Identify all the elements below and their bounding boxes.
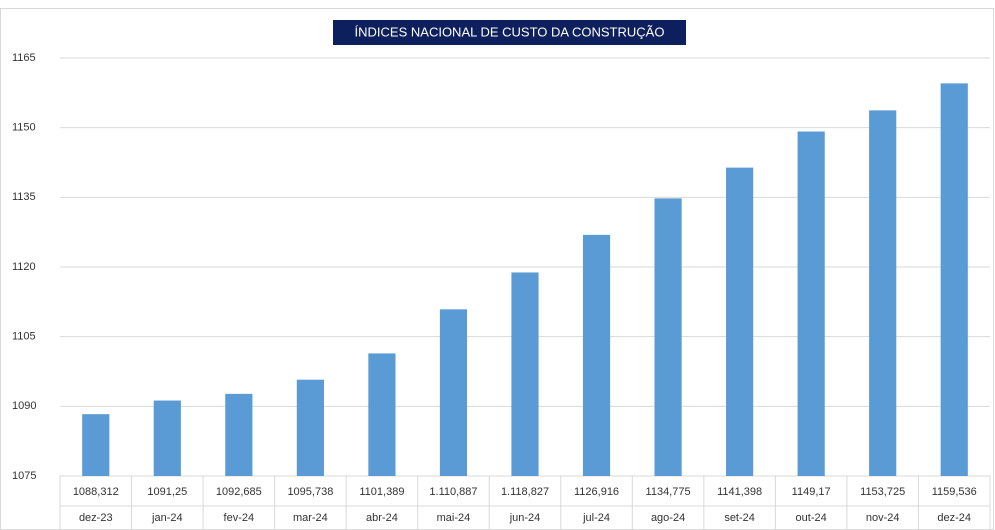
chart-title: ÍNDICES NACIONAL DE CUSTO DA CONSTRUÇÃO (355, 24, 665, 39)
x-tick-label: nov-24 (866, 512, 900, 524)
value-label: 1159,536 (932, 486, 977, 498)
x-tick-label: set-24 (724, 512, 755, 524)
value-label: 1149,17 (792, 486, 831, 498)
value-label: 1088,312 (73, 486, 119, 498)
value-label: 1153,725 (860, 486, 905, 498)
x-tick-label: abr-24 (366, 512, 398, 524)
bar (153, 400, 181, 476)
bar (869, 110, 897, 476)
bar (582, 234, 611, 476)
y-tick-label: 1075 (12, 470, 36, 482)
x-tick-label: out-24 (796, 512, 827, 524)
y-tick-label: 1165 (12, 52, 36, 64)
y-tick-label: 1105 (12, 331, 36, 343)
value-label: 1095,738 (287, 486, 333, 498)
bar (940, 83, 968, 476)
bar (654, 198, 682, 476)
title-box (333, 20, 686, 45)
x-tick-label: fev-24 (224, 512, 255, 524)
y-tick-label: 1150 (12, 122, 36, 134)
value-label: 1092,685 (216, 486, 262, 498)
value-label: 1.118,827 (501, 486, 549, 498)
value-label: 1134,775 (646, 486, 691, 498)
y-tick-label: 1135 (12, 191, 36, 203)
value-label: 1.110,887 (429, 486, 477, 498)
bar (797, 131, 825, 477)
bar (225, 393, 253, 476)
value-label: 1141,398 (717, 486, 762, 498)
y-tick-label: 1120 (12, 261, 36, 273)
value-label: 1101,389 (359, 486, 404, 498)
value-label: 1091,25 (147, 486, 187, 498)
bar (368, 353, 396, 476)
bar (296, 379, 324, 476)
x-tick-label: ago-24 (651, 512, 685, 524)
chart-frame (0, 8, 994, 530)
x-tick-label: jul-24 (582, 512, 610, 524)
value-label: 1126,916 (574, 486, 619, 498)
x-tick-label: dez-24 (937, 512, 971, 524)
x-tick-label: jan-24 (151, 512, 183, 524)
bar (439, 309, 468, 476)
bar (511, 272, 539, 476)
x-tick-label: dez-23 (79, 512, 113, 524)
y-tick-label: 1090 (12, 400, 36, 412)
bar (726, 167, 754, 477)
x-tick-label: mai-24 (437, 512, 471, 524)
x-tick-label: jun-24 (509, 512, 541, 524)
bar (82, 414, 110, 476)
x-tick-label: mar-24 (293, 512, 328, 524)
